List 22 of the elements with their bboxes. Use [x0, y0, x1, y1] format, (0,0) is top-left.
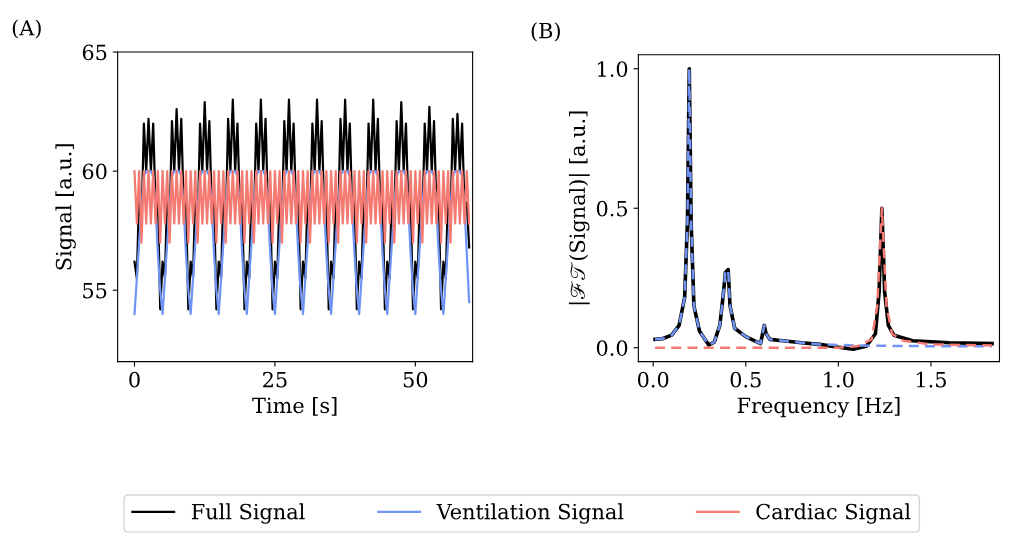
x-tick-label: 0	[129, 371, 140, 388]
x-tick-label: 1.5	[916, 371, 946, 388]
legend-label: Full Signal	[191, 503, 305, 524]
y-tick-label: 0.5	[596, 200, 628, 217]
x-tick-label: 0.5	[730, 371, 761, 388]
x-tick-label: 25	[263, 371, 287, 388]
legend-label: Cardiac Signal	[756, 503, 911, 524]
chart-title: (B)	[531, 22, 560, 42]
y-tick-label: 55	[83, 282, 107, 299]
y-tick-label: 0.0	[596, 340, 628, 356]
x-axis-title: Frequency [Hz]	[737, 397, 900, 418]
y-axis-title: |ℱ𝒯(Signal)| [a.u.]	[568, 111, 590, 305]
y-tick-label: 65	[82, 44, 107, 61]
x-axis-title: Time [s]	[252, 397, 337, 416]
x-tick-label: 1.0	[824, 371, 854, 388]
y-tick-label: 1.0	[598, 61, 628, 77]
legend-label: Ventilation Signal	[436, 503, 624, 524]
x-tick-label: 0.0	[637, 371, 669, 388]
y-tick-label: 60	[82, 163, 107, 180]
y-axis-title: Signal [a.u.]	[55, 144, 76, 270]
chart-title: (A)	[12, 19, 41, 39]
x-tick-label: 50	[403, 371, 428, 388]
